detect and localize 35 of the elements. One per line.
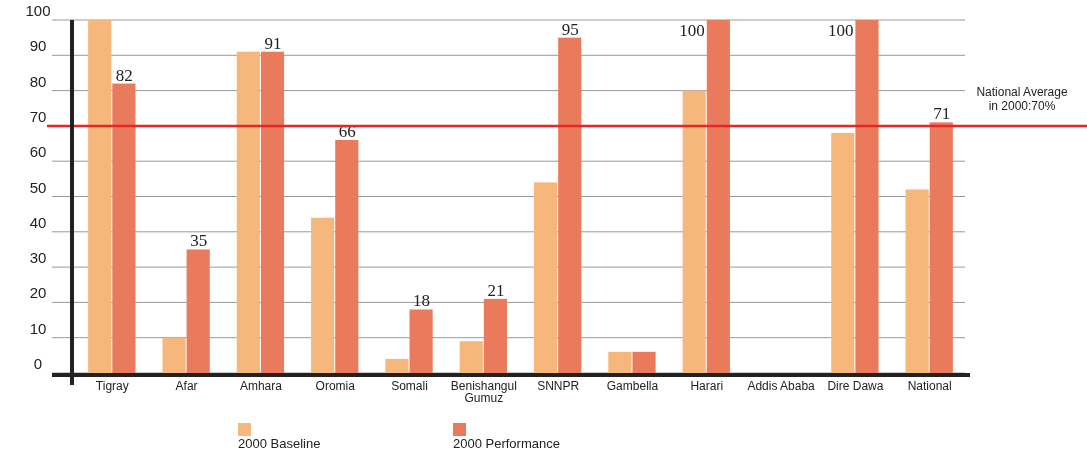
y-tick-label: 30: [29, 249, 47, 267]
data-label: 100: [827, 21, 854, 40]
y-tick-label: 90: [29, 37, 47, 55]
x-tick-label: Benishangul Gumuz: [450, 379, 517, 405]
x-tick-label: Amhara: [239, 379, 283, 393]
data-label: 21: [487, 280, 505, 300]
y-tick-label: 80: [29, 72, 47, 90]
x-tick-label: Harari: [690, 379, 724, 393]
x-tick-label: Afar: [175, 379, 198, 393]
y-tick-label: 100: [25, 2, 51, 19]
data-label: 82: [115, 65, 133, 85]
x-tick-label: SNNPR: [537, 379, 580, 393]
y-tick-label: 10: [29, 319, 47, 337]
x-tick-label: Dire Dawa: [827, 379, 884, 393]
data-label: 18: [413, 291, 431, 311]
data-label: 91: [264, 33, 282, 53]
data-label: 100: [679, 21, 705, 40]
legend-label: 2000 Performance: [453, 436, 560, 451]
y-tick-label: 70: [29, 107, 47, 125]
legend-label: 2000 Baseline: [238, 436, 321, 451]
x-tick-label: Addis Ababa: [747, 379, 816, 393]
ref-line-label: National Average in 2000:70%: [976, 84, 1068, 113]
y-tick-label: 50: [29, 178, 47, 196]
x-tick-label: Oromia: [315, 379, 356, 393]
x-tick-label: Gambella: [606, 379, 659, 393]
x-tick-label: Tigray: [95, 379, 129, 393]
data-label: 95: [561, 19, 579, 39]
y-tick-label: 40: [29, 213, 47, 231]
x-tick-label: Somali: [391, 379, 428, 393]
y-tick-label: 60: [29, 143, 47, 161]
y-tick-label: 20: [29, 284, 47, 302]
x-tick-label: National: [907, 379, 952, 393]
y-tick-label: 0: [33, 355, 43, 372]
data-label: 71: [933, 104, 951, 124]
data-label: 35: [190, 231, 208, 251]
